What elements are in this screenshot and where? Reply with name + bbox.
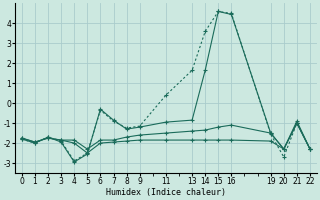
X-axis label: Humidex (Indice chaleur): Humidex (Indice chaleur) [106,188,226,197]
